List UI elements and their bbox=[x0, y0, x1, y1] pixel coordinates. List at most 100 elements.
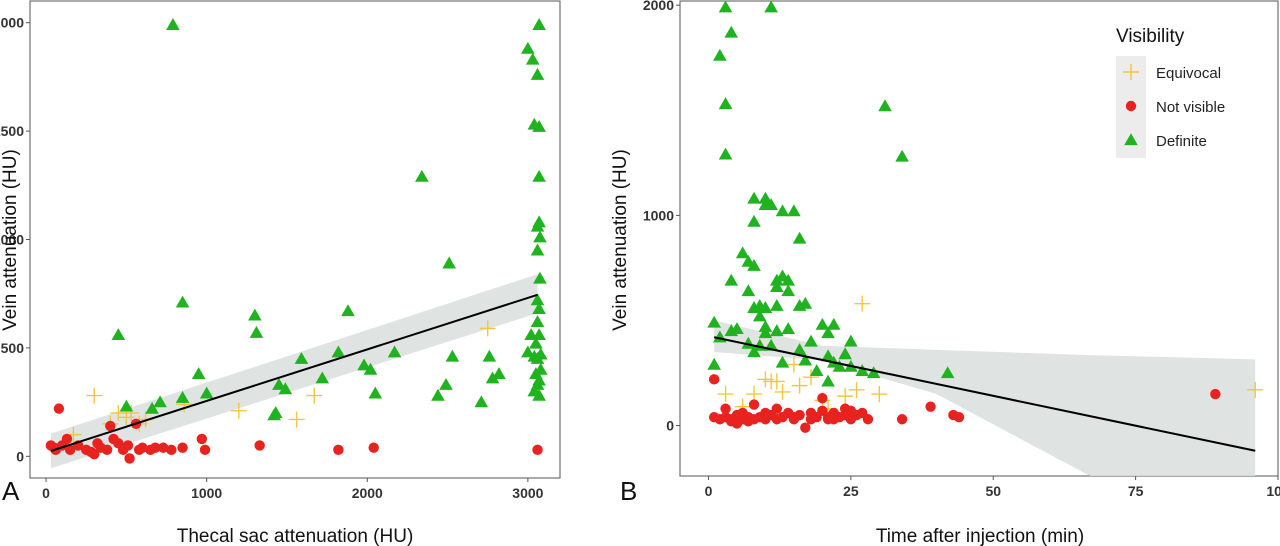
point-equivocal bbox=[837, 388, 854, 405]
point-definite bbox=[764, 0, 778, 13]
point-definite bbox=[474, 395, 489, 408]
point-definite bbox=[821, 374, 835, 387]
point-equivocal bbox=[479, 320, 496, 337]
point-not-visible bbox=[925, 401, 936, 412]
point-not-visible bbox=[137, 442, 148, 453]
point-definite bbox=[809, 364, 824, 377]
point-definite bbox=[775, 204, 790, 217]
panel-a-ticks: 0 1000 2000 3000 0 500 1000 1500 2000 bbox=[0, 15, 544, 501]
point-not-visible bbox=[89, 448, 100, 460]
point-definite bbox=[895, 149, 909, 162]
panel-b-y-axis-title: Vein attenuation (HU) bbox=[610, 149, 631, 331]
point-not-visible bbox=[158, 442, 169, 453]
point-definite bbox=[529, 336, 543, 349]
point-definite bbox=[442, 256, 456, 269]
point-not-visible bbox=[800, 422, 811, 433]
point-definite bbox=[758, 326, 773, 339]
point-equivocal bbox=[848, 381, 865, 398]
legend-label-definite: Definite bbox=[1156, 133, 1207, 150]
point-definite bbox=[741, 284, 756, 297]
y-tick-label: 0 bbox=[16, 448, 24, 464]
point-not-visible bbox=[896, 414, 908, 425]
point-definite bbox=[866, 366, 881, 379]
y-tick-label: 1500 bbox=[0, 123, 24, 139]
point-definite bbox=[940, 366, 955, 379]
point-definite bbox=[111, 328, 126, 340]
point-not-visible bbox=[196, 433, 208, 445]
point-definite bbox=[153, 395, 167, 408]
point-not-visible bbox=[254, 440, 265, 451]
point-equivocal bbox=[288, 411, 305, 428]
point-definite bbox=[533, 230, 547, 243]
point-definite bbox=[532, 388, 546, 401]
point-definite bbox=[492, 367, 506, 380]
point-equivocal bbox=[791, 377, 808, 394]
x-tick-label: 0 bbox=[705, 483, 713, 499]
point-definite bbox=[525, 52, 540, 65]
point-definite bbox=[331, 345, 346, 358]
point-definite bbox=[821, 349, 835, 362]
y-tick-label: 1000 bbox=[0, 232, 24, 248]
point-definite bbox=[718, 147, 733, 160]
point-definite bbox=[747, 214, 761, 227]
point-definite bbox=[175, 390, 190, 403]
panel-a-confidence-band bbox=[50, 274, 538, 469]
point-definite bbox=[821, 326, 835, 339]
point-definite bbox=[752, 309, 767, 322]
point-not-visible bbox=[150, 442, 161, 453]
y-tick-label: 1000 bbox=[643, 207, 674, 223]
y-tick-label: 0 bbox=[666, 418, 674, 434]
point-definite bbox=[199, 386, 214, 399]
point-definite bbox=[764, 198, 778, 210]
legend-key-equivocal bbox=[1123, 64, 1139, 80]
point-definite bbox=[747, 345, 761, 358]
point-definite bbox=[294, 351, 309, 364]
y-tick-label: 2000 bbox=[0, 15, 24, 31]
point-definite bbox=[781, 322, 796, 334]
point-not-visible bbox=[532, 444, 543, 456]
point-equivocal bbox=[1247, 381, 1264, 398]
point-definite bbox=[532, 169, 546, 182]
point-definite bbox=[770, 280, 784, 292]
point-definite bbox=[758, 191, 773, 204]
point-not-visible bbox=[166, 444, 177, 456]
point-definite bbox=[530, 293, 545, 306]
point-not-visible bbox=[720, 403, 731, 414]
point-definite bbox=[798, 353, 813, 366]
point-not-visible bbox=[1210, 388, 1221, 400]
point-equivocal bbox=[306, 387, 323, 404]
legend-label-not-visible: Not visible bbox=[1156, 99, 1225, 116]
panel-a-x-axis-title: Thecal sac attenuation (HU) bbox=[177, 526, 414, 546]
point-definite bbox=[439, 377, 453, 390]
point-definite bbox=[445, 349, 460, 362]
point-definite bbox=[341, 304, 355, 317]
panel-a-y-axis-title: Vein attenuation (HU) bbox=[0, 149, 21, 331]
point-equivocal bbox=[802, 369, 819, 386]
y-tick-label: 2000 bbox=[643, 0, 674, 13]
point-definite bbox=[781, 273, 796, 286]
point-definite bbox=[532, 302, 546, 314]
point-definite bbox=[775, 355, 790, 368]
point-definite bbox=[815, 317, 830, 330]
point-definite bbox=[787, 204, 801, 217]
panel-a: 0 1000 2000 3000 0 500 1000 1500 2000 Thecal sac… bbox=[0, 0, 561, 546]
point-definite bbox=[724, 25, 739, 38]
point-definite bbox=[758, 319, 773, 332]
point-equivocal bbox=[717, 386, 734, 403]
regression-line bbox=[50, 293, 538, 452]
point-definite bbox=[532, 18, 546, 30]
point-definite bbox=[530, 243, 545, 256]
point-not-visible bbox=[101, 444, 113, 456]
point-definite bbox=[855, 364, 870, 377]
point-definite bbox=[770, 324, 784, 337]
point-definite bbox=[798, 296, 813, 309]
point-not-visible bbox=[177, 442, 188, 453]
point-definite bbox=[166, 18, 180, 30]
point-equivocal bbox=[774, 383, 791, 400]
legend-title: Visibility bbox=[1116, 26, 1185, 47]
y-tick-label: 500 bbox=[1, 340, 25, 356]
panel-a-frame bbox=[29, 0, 561, 479]
point-definite bbox=[804, 334, 818, 347]
point-definite bbox=[826, 317, 841, 330]
point-definite bbox=[792, 231, 807, 244]
